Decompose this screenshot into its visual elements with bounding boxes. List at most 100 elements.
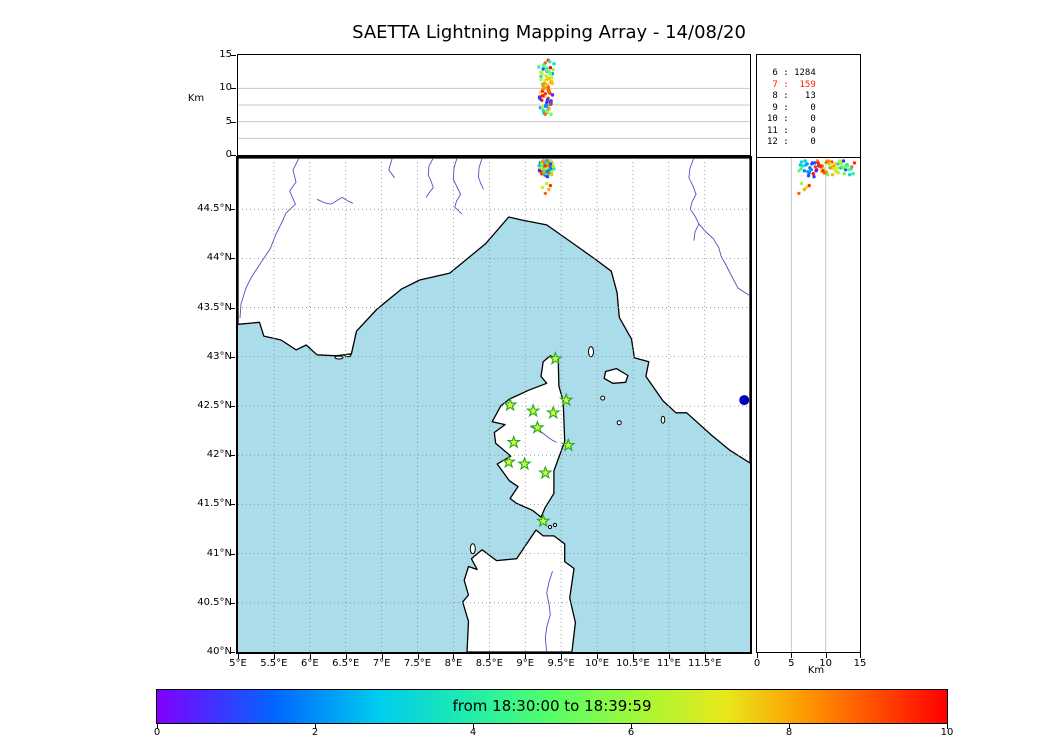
tick-mark — [315, 724, 316, 729]
lightning-point — [548, 159, 553, 163]
altitude-longitude-panel — [237, 54, 751, 156]
lightning-point — [537, 169, 542, 173]
lightning-point — [548, 162, 553, 166]
lightning-point — [799, 181, 804, 186]
tick-mark — [561, 654, 563, 659]
river-path — [688, 158, 700, 241]
top-panel-ylabel: Km — [187, 93, 205, 104]
lightning-point — [545, 170, 549, 174]
longitude-tick-label: 6.5°E — [332, 658, 360, 669]
lightning-point — [843, 165, 847, 169]
tick-mark — [230, 307, 235, 309]
tick-mark — [860, 653, 861, 658]
longitude-tick-label: 5°E — [229, 658, 247, 669]
station-count-row: 7 : 159 — [767, 79, 816, 90]
island-shape — [552, 522, 558, 528]
lightning-point — [537, 65, 541, 69]
lightning-point — [540, 162, 544, 166]
river-path — [478, 158, 484, 190]
lightning-point — [835, 170, 839, 174]
tick-mark — [489, 654, 491, 659]
lightning-point — [543, 79, 547, 83]
lightning-point — [803, 159, 807, 163]
tick-mark — [668, 654, 670, 659]
river-path — [388, 158, 395, 178]
lightning-point — [539, 78, 543, 82]
river-path — [425, 158, 434, 198]
lightning-point — [541, 108, 545, 112]
lightning-point — [550, 76, 554, 80]
lightning-point — [548, 100, 553, 104]
station-marker — [501, 454, 516, 469]
tick-mark — [230, 209, 235, 211]
lightning-point — [551, 165, 555, 169]
tick-mark — [230, 553, 235, 555]
latitude-tick-label: 42°N — [206, 449, 232, 461]
lightning-point — [545, 68, 549, 72]
lightning-point — [547, 107, 551, 111]
tick-mark — [473, 724, 474, 729]
longitude-tick-label: 11°E — [656, 658, 681, 669]
lightning-point — [545, 100, 549, 104]
lightning-point — [541, 67, 545, 71]
lightning-point — [812, 175, 816, 179]
lightning-point — [832, 167, 837, 171]
lightning-point — [813, 165, 818, 169]
latitude-tick-label: 43°N — [206, 350, 232, 362]
altitude-tick-label: 10 — [219, 82, 232, 94]
lightning-point — [541, 84, 545, 88]
lightning-point — [550, 80, 554, 84]
river-path — [239, 158, 300, 319]
tick-mark — [230, 405, 235, 407]
altitude-tick-label: 5 — [788, 658, 795, 669]
longitude-tick-label: 7°E — [372, 658, 391, 669]
station-marker — [561, 437, 576, 452]
tick-mark — [381, 654, 383, 659]
island-shape — [600, 395, 606, 401]
coastline-path — [238, 158, 750, 464]
latitude-tick-label: 41.5°N — [197, 498, 232, 510]
lightning-point — [826, 173, 830, 177]
island-shape — [588, 346, 594, 358]
lightning-point — [830, 173, 835, 177]
lightning-point — [543, 112, 547, 116]
lightning-point — [797, 169, 801, 173]
lightning-point — [545, 75, 549, 79]
lightning-point — [550, 173, 554, 177]
tick-mark — [273, 654, 275, 659]
coastline-path — [462, 529, 577, 652]
tick-mark — [157, 724, 158, 729]
lightning-point — [807, 183, 811, 188]
station-count-row: 6 : 1284 — [767, 68, 816, 78]
river-path — [316, 196, 354, 205]
lightning-point — [851, 172, 855, 176]
altitude-tick-label: 0 — [753, 658, 761, 669]
longitude-tick-label: 8°E — [444, 658, 463, 669]
station-marker — [502, 397, 518, 412]
station-marker — [548, 350, 563, 365]
lightning-point — [548, 66, 553, 70]
plot-title: SAETTA Lightning Mapping Array - 14/08/2… — [352, 22, 746, 43]
lightning-point — [806, 170, 810, 174]
lightning-point — [810, 162, 814, 166]
lightning-point — [549, 112, 553, 116]
tick-mark — [525, 654, 527, 659]
lightning-point — [542, 168, 546, 172]
station-count-row: 9 : 0 — [767, 102, 816, 113]
tick-mark — [231, 155, 236, 156]
island-shape — [334, 355, 344, 360]
altitude-tick-label: 15 — [219, 49, 232, 60]
lightning-point — [841, 159, 846, 163]
station-marker — [506, 434, 522, 449]
lightning-point — [839, 162, 844, 166]
lightning-point — [540, 71, 544, 75]
lightning-point — [545, 181, 549, 186]
altitude-tick-label: 5 — [225, 115, 232, 127]
altitude-latitude-plot — [757, 158, 860, 652]
tick-mark — [231, 88, 236, 90]
island-shape — [547, 524, 553, 530]
lightning-point — [548, 183, 553, 188]
lightning-point — [546, 88, 550, 92]
tick-mark — [345, 654, 347, 659]
